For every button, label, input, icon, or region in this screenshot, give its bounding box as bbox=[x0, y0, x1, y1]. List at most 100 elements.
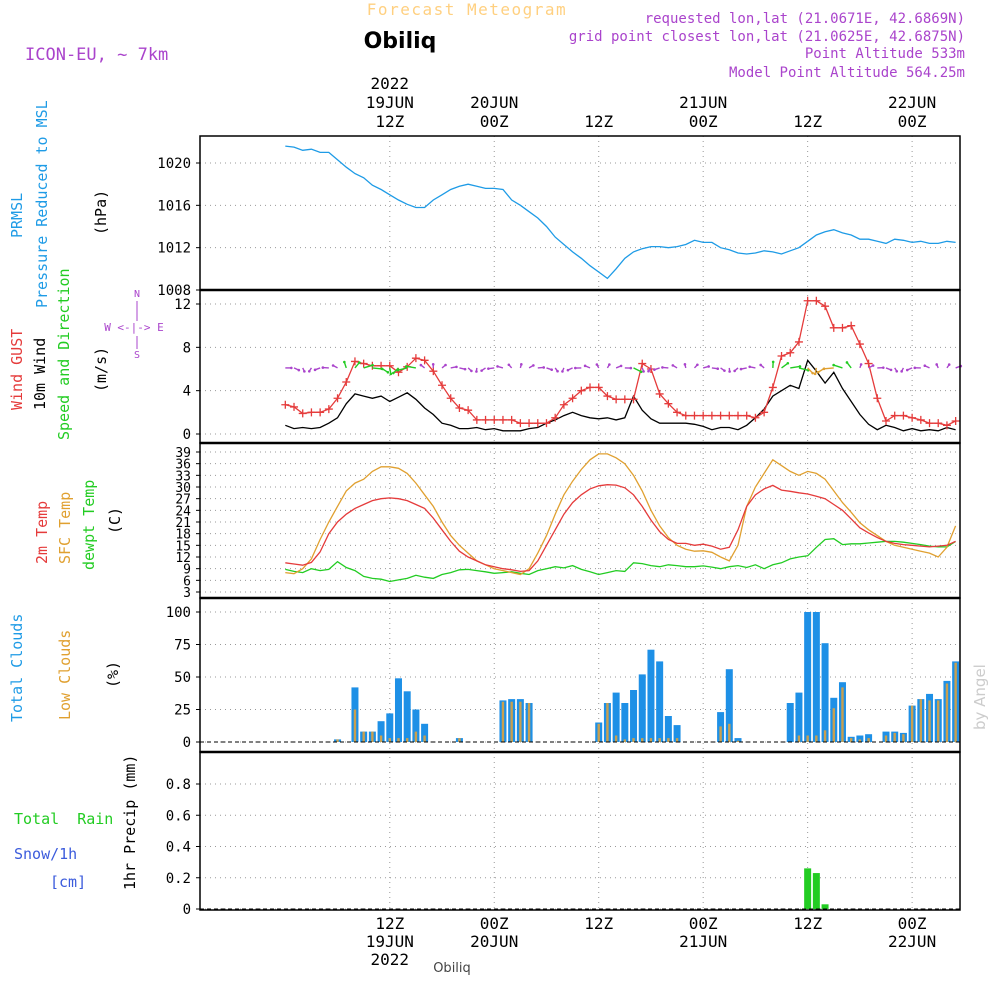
wind-arrow-head bbox=[739, 367, 743, 371]
low-cloud-bar bbox=[649, 738, 653, 742]
snow-label: Snow/1h bbox=[14, 845, 77, 863]
model-point-altitude: Model Point Altitude 564.25m bbox=[729, 65, 965, 81]
gust-marker bbox=[307, 408, 316, 417]
total-cloud-bar bbox=[394, 678, 402, 742]
prmsl-label: PRMSL bbox=[8, 193, 26, 238]
total-cloud-bar bbox=[421, 723, 429, 742]
wind-arrow-head bbox=[733, 369, 736, 373]
total-rain-label: Total Rain bbox=[14, 810, 113, 828]
forecast-meteogram-title: Forecast Meteogram bbox=[367, 0, 567, 19]
low-cloud-bar bbox=[423, 735, 426, 742]
wind-arrow-head bbox=[923, 364, 927, 368]
low-cloud-bar bbox=[414, 731, 418, 742]
gust-marker bbox=[734, 411, 743, 420]
gust-marker bbox=[498, 415, 507, 424]
gust-marker bbox=[620, 395, 629, 404]
wind-arrow-head bbox=[832, 363, 835, 367]
bottom-time-label: 19JUN bbox=[366, 932, 414, 951]
y-tick-label: 1012 bbox=[157, 241, 191, 257]
wind-arrow-head bbox=[419, 363, 423, 367]
total-cloud-bar bbox=[725, 669, 733, 742]
gust-marker bbox=[438, 381, 447, 390]
wind-arrow bbox=[823, 367, 834, 370]
total-cloud-bar bbox=[647, 649, 655, 742]
low-cloud-bar bbox=[841, 687, 844, 742]
gust-marker bbox=[516, 419, 525, 428]
gust-marker bbox=[803, 296, 812, 305]
low-cloud-bar bbox=[667, 738, 670, 742]
y-tick-label: 50 bbox=[174, 670, 191, 686]
gust-marker bbox=[446, 394, 455, 403]
pressure-msl-label: Pressure Reduced to MSL bbox=[33, 100, 51, 308]
total-clouds-label: Total Clouds bbox=[8, 614, 26, 722]
wind-arrow-head bbox=[431, 363, 435, 366]
bottom-time-label: 00Z bbox=[898, 914, 927, 933]
wind-direction-label: Speed and Direction bbox=[55, 268, 73, 440]
low-cloud-bar bbox=[797, 735, 801, 742]
wind-arrow-head bbox=[629, 366, 633, 370]
y-tick-label: 1016 bbox=[157, 198, 191, 214]
low-cloud-bar bbox=[597, 723, 600, 742]
wind-arrow-head bbox=[716, 367, 720, 371]
y-tick-label: 18 bbox=[175, 528, 191, 543]
bottom-time-label: 21JUN bbox=[679, 932, 727, 951]
total-cloud-bar bbox=[403, 691, 411, 742]
gust-marker bbox=[533, 419, 542, 428]
pressure-unit-label: (hPa) bbox=[92, 190, 110, 235]
wind-arrow-head bbox=[913, 366, 917, 370]
y-tick-label: 15 bbox=[175, 539, 191, 554]
wind-arrow-head bbox=[386, 371, 390, 374]
total-cloud-bar bbox=[821, 643, 829, 742]
total-cloud-bar bbox=[856, 735, 864, 742]
low-cloud-bar bbox=[458, 738, 461, 742]
gust-marker bbox=[742, 411, 751, 420]
y-tick-label: 21 bbox=[175, 516, 191, 531]
y-tick-label: 0.6 bbox=[166, 808, 191, 824]
wind-arrow-head bbox=[771, 360, 775, 364]
gust-marker bbox=[333, 394, 342, 403]
y-tick-label: 27 bbox=[175, 493, 191, 508]
wind-arrow-head bbox=[358, 361, 361, 364]
low-cloud-bar bbox=[614, 735, 618, 742]
total-cloud-bar bbox=[664, 716, 672, 742]
gust-marker bbox=[951, 417, 960, 425]
gust-marker bbox=[603, 392, 612, 401]
gust-marker bbox=[655, 389, 664, 398]
wind-arrow-head bbox=[444, 363, 447, 367]
footer-location: Obiliq bbox=[433, 961, 471, 976]
wind-arrow-head bbox=[520, 363, 523, 366]
clouds-unit-label: (%) bbox=[104, 661, 122, 688]
low-cloud-bar bbox=[606, 703, 609, 742]
wind-arrow-head bbox=[723, 369, 726, 372]
total-cloud-bar bbox=[804, 612, 812, 742]
top-time-label: 21JUN bbox=[679, 93, 727, 112]
model-label: ICON-EU, ~ 7km bbox=[25, 45, 168, 65]
gust-marker bbox=[350, 357, 359, 366]
wind-arrow-head bbox=[816, 370, 820, 374]
gust-marker bbox=[290, 402, 299, 411]
gust-marker bbox=[638, 359, 647, 368]
gust-marker bbox=[281, 400, 290, 409]
panel-frames bbox=[199, 135, 961, 911]
y-tick-label: 100 bbox=[166, 605, 191, 621]
low-cloud-bar bbox=[388, 738, 391, 742]
total-cloud-bar bbox=[812, 612, 820, 742]
top-time-label: 00Z bbox=[480, 112, 509, 131]
wind-arrow-head bbox=[786, 361, 790, 365]
wind-arrow-head bbox=[759, 363, 762, 367]
wind-arrow-head bbox=[389, 372, 393, 376]
low-cloud-bar bbox=[632, 738, 635, 742]
gust-marker bbox=[777, 352, 786, 360]
gust-marker bbox=[481, 415, 490, 424]
y-tick-label: 9 bbox=[183, 563, 191, 578]
sfc-temp-line bbox=[285, 453, 957, 576]
low-cloud-bar bbox=[902, 734, 905, 742]
wind-arrow-head bbox=[881, 366, 885, 369]
bottom-time-label: 12Z bbox=[375, 914, 404, 933]
panel-frame bbox=[199, 751, 961, 911]
low-cloud-bar bbox=[405, 738, 409, 742]
y-tick-label: 25 bbox=[174, 703, 191, 719]
low-cloud-bar bbox=[858, 739, 862, 742]
y-tick-label: 0 bbox=[183, 902, 191, 918]
